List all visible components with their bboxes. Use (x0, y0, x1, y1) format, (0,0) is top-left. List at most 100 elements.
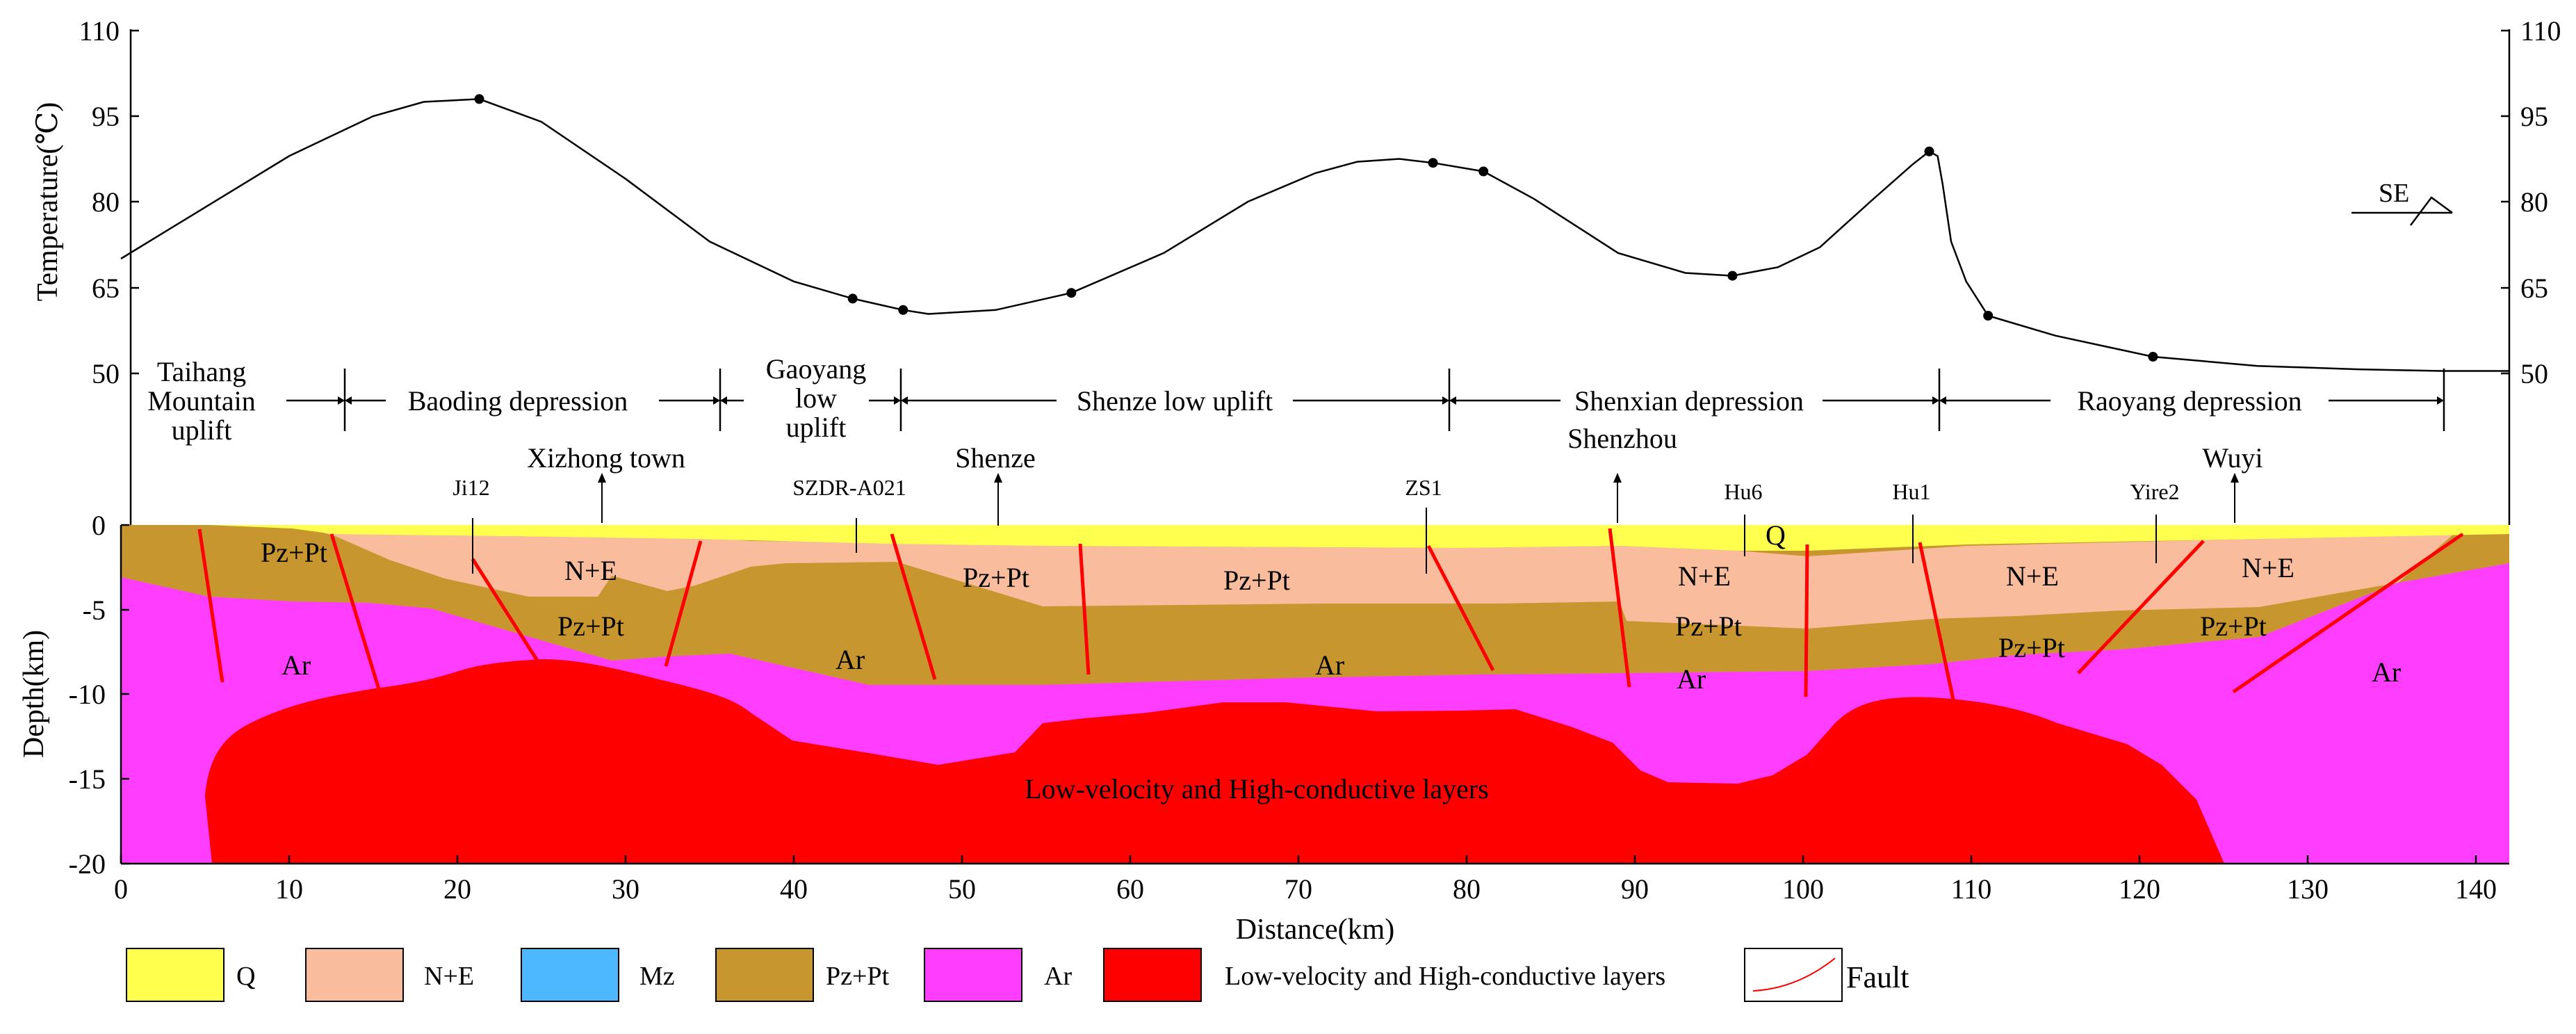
town-shenze: Shenze (955, 442, 1036, 526)
fault (1918, 542, 1955, 700)
distance-tick-label: 120 (2119, 873, 2160, 905)
distance-tick-label: 100 (1782, 873, 1824, 905)
legend-item-pzpt: Pz+Pt (715, 948, 890, 1002)
unit-label: N+E (1678, 560, 1731, 592)
legend-label: N+E (424, 962, 474, 991)
region-label: Mountain (147, 385, 256, 417)
region-label: uplift (172, 414, 232, 446)
temp-tick-label-right: 50 (2520, 358, 2548, 389)
temperature-curve-line (120, 98, 2510, 372)
fault (2232, 532, 2464, 694)
fault (1608, 528, 1631, 688)
unit-label: Ar (1315, 649, 1344, 681)
town-label: Shenzhou (1567, 423, 1677, 454)
legend-label: Ar (1044, 962, 1072, 991)
region-shenxian: Shenxian depression (1449, 385, 1939, 417)
town-wuyi: Wuyi (2202, 442, 2263, 523)
legend-label: Fault (1846, 960, 1909, 994)
fault (329, 533, 381, 690)
region-baoding: Baoding depression (345, 385, 720, 417)
well-label: Hu6 (1724, 479, 1762, 504)
distance-tick-label: 110 (1951, 873, 1992, 905)
unit-label: Pz+Pt (2200, 611, 2267, 642)
distance-tick-label: 30 (612, 873, 639, 905)
distance-tick-label: 140 (2455, 873, 2497, 905)
fault (1804, 544, 1809, 697)
fault-swatch-line (1752, 958, 1836, 992)
tectonic-units: Taihang Mountain uplift Baoding depressi… (147, 353, 2445, 446)
unit-label: Pz+Pt (1675, 611, 1742, 642)
temperature-point (847, 293, 858, 304)
temp-tick-label: 110 (79, 15, 120, 47)
temperature-point (1924, 146, 1934, 156)
region-label: uplift (786, 412, 847, 443)
legend-swatch (305, 948, 404, 1002)
legend-item-ne: N+E (305, 948, 474, 1002)
unit-label: Pz+Pt (261, 537, 327, 568)
region-label: Raoyang depression (2077, 385, 2301, 417)
towns: Xizhong town Shenze Shenzhou Wuyi (527, 423, 2263, 526)
well-hu1: Hu1 (1892, 479, 1931, 563)
fault (471, 558, 539, 662)
region-shenze: Shenze low uplift (901, 385, 1449, 417)
orientation-label: SE (2379, 179, 2409, 208)
depth-tick-label: -15 (69, 764, 106, 795)
legend-swatch (924, 948, 1022, 1002)
well-zs1: ZS1 (1405, 475, 1442, 574)
legend: Q N+E Mz Pz+Pt Ar Low-velocity and High-… (126, 948, 1909, 1002)
unit-label: Pz+Pt (1223, 565, 1290, 596)
region-label: Taihang (157, 356, 246, 387)
unit-label: Pz+Pt (1998, 632, 2065, 663)
legend-label: Mz (639, 962, 675, 991)
town-label: Wuyi (2202, 442, 2263, 474)
legend-label: Q (236, 962, 255, 991)
legend-item-mz: Mz (521, 948, 675, 1002)
region-label: Baoding depression (408, 385, 628, 417)
depth-axis-title: Depth(km) (18, 630, 50, 758)
temp-tick-label: 50 (92, 358, 120, 389)
temperature-curve (120, 94, 2510, 372)
temp-tick-label: 80 (92, 186, 120, 218)
temp-ticks-right: 110 95 80 65 50 (2501, 15, 2561, 389)
well-hu6: Hu6 (1724, 479, 1763, 556)
temp-tick-label-right: 95 (2520, 101, 2548, 132)
temp-tick-label-right: 110 (2520, 15, 2561, 47)
temp-tick-label-right: 65 (2520, 273, 2548, 304)
temperature-point (1478, 166, 1489, 177)
temperature-point (898, 305, 908, 315)
region-gaoyang: Gaoyang low uplift (720, 353, 901, 443)
fault (1078, 543, 1091, 675)
temperature-point (1066, 288, 1077, 298)
unit-label: Ar (2372, 656, 2401, 688)
distance-tick-label: 80 (1453, 873, 1481, 905)
unit-label: N+E (564, 555, 617, 586)
wells: Ji12 SZDR-A021 ZS1 Hu6 Hu1 Yire2 (453, 475, 2180, 574)
fault (2077, 540, 2205, 674)
well-label: Yire2 (2130, 479, 2179, 504)
distance-tick-label: 90 (1621, 873, 1649, 905)
q-layer (209, 525, 2509, 551)
distance-ticks: 0 10 20 30 40 50 60 70 80 90 100 110 120… (114, 855, 2497, 905)
legend-swatch (126, 948, 225, 1002)
unit-label: Pz+Pt (963, 562, 1029, 593)
well-szdr-a021: SZDR-A021 (792, 475, 906, 553)
unit-label: Ar (282, 649, 311, 681)
distance-tick-label: 10 (275, 873, 303, 905)
legend-swatch (715, 948, 814, 1002)
temperature-point (2148, 352, 2158, 362)
temperature-point (1428, 158, 1438, 168)
fault (664, 540, 703, 667)
depth-tick-label: -5 (83, 595, 106, 626)
unit-label: N+E (2006, 560, 2059, 592)
well-ji12: Ji12 (453, 475, 490, 574)
legend-swatch (1103, 948, 1202, 1002)
town-shenzhou: Shenzhou (1567, 423, 1677, 523)
faults (197, 528, 2464, 700)
temperature-point (1727, 270, 1738, 281)
fault (197, 528, 225, 683)
unit-label: N+E (2242, 552, 2294, 583)
region-taihang: Taihang Mountain uplift (147, 356, 345, 446)
unit-label: Ar (835, 644, 865, 675)
distance-tick-label: 50 (948, 873, 976, 905)
